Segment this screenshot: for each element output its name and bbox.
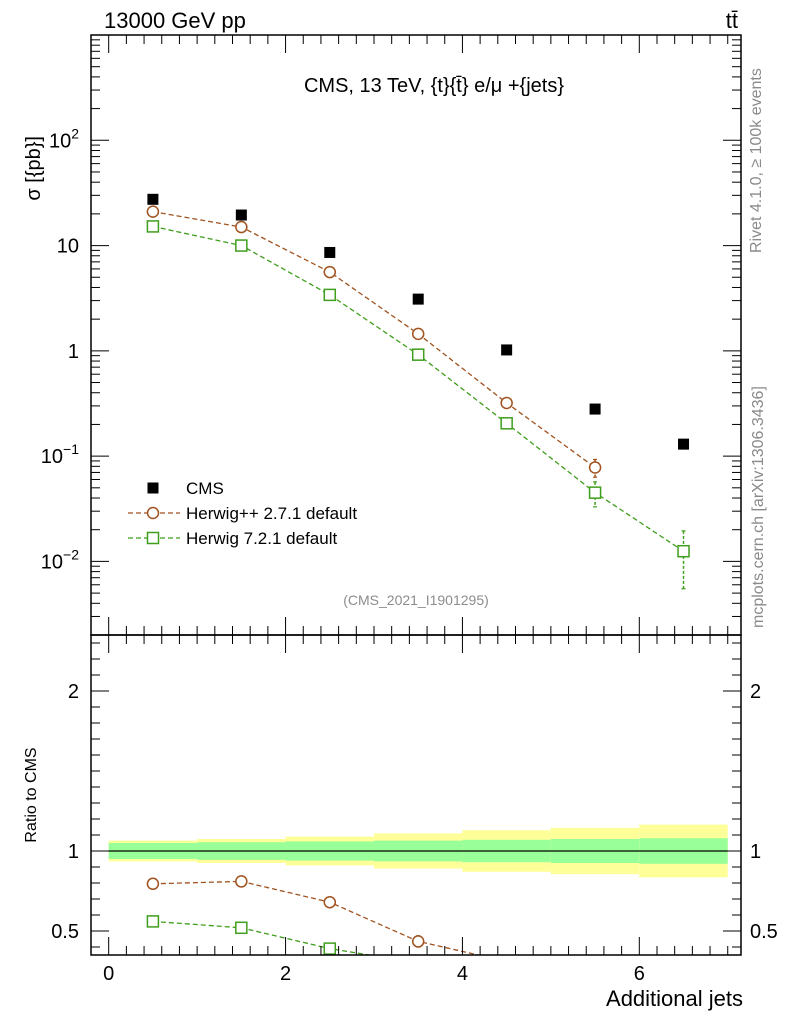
data-point [501,344,513,356]
ratio-y-tick-label-left: 2 [68,681,79,703]
rivet-version-label: Rivet 4.1.0, ≥ 100k events [748,68,765,253]
x-tick-label: 2 [280,963,291,985]
y-tick-label: 10−1 [41,441,79,468]
ratio-point [323,895,337,909]
main-series-layer [146,193,690,590]
ratio-y-tick-label-right: 1 [750,841,761,863]
ratio-series-layer [146,875,512,969]
data-point [411,348,425,361]
plot-title: CMS, 13 TeV, {t}{t̄} e/μ +{jets} [304,75,564,97]
energy-label: 13000 GeV pp [104,8,246,33]
data-point [589,403,601,415]
ratio-y-tick-label-left: 1 [68,841,79,863]
ratio-point [146,877,160,891]
main-panel: 102 10 1 10−1 10−2 CMS, 13 TeV, {t}{t̄} e/μ … [23,34,742,636]
uncertainty-bands [108,824,728,878]
ratio-point [323,942,337,955]
series-line [152,225,684,552]
legend: CMS Herwig++ 2.7.1 default Herwig 7.2.1 de… [128,479,357,548]
data-point [677,544,690,558]
ratio-point [235,875,248,888]
data-point [324,246,336,258]
legend-marker [147,482,159,494]
data-point [412,293,424,305]
ratio-tick-labels: 0.5 0.5 1 1 2 2 0 2 4 6 [51,681,778,985]
ratio-axis-ticks [91,635,741,955]
ratio-point [413,958,424,969]
legend-marker [146,531,160,545]
legend-label: Herwig 7.2.1 default [186,529,337,548]
data-point [323,288,337,302]
x-tick-label: 4 [457,963,468,985]
x-tick-label: 6 [634,963,645,985]
mcplots-label: mcplots.cern.ch [arXiv:1306.3436] [750,386,767,628]
main-axis-ticks [91,34,741,636]
data-point [500,396,513,410]
main-y-tick-labels: 102 10 1 10−1 10−2 [41,125,79,573]
data-point [235,220,248,234]
data-point [235,239,248,252]
ratio-y-axis-label: Ratio to CMS [23,747,40,842]
legend-label: CMS [186,479,224,498]
ratio-y-tick-label-right: 2 [750,681,761,703]
ratio-point [411,935,425,948]
y-tick-label: 102 [49,125,79,152]
data-point [146,220,160,233]
legend-label: Herwig++ 2.7.1 default [186,504,357,523]
series-line [152,211,596,469]
ratio-line [152,920,374,955]
analysis-watermark: (CMS_2021_I1901295) [343,592,489,608]
ratio-y-tick-label-left: 0.5 [51,921,79,943]
data-point [411,327,425,341]
ratio-frame [90,634,742,956]
process-label: tt̄ [726,8,738,33]
main-y-axis-label: σ [{pb}] [23,136,45,201]
ratio-point [501,956,512,967]
data-point [146,205,160,218]
x-tick-label: 0 [103,963,114,985]
data-point [323,265,337,279]
data-point [500,417,513,430]
ratio-point [235,921,248,935]
data-point [147,193,159,205]
legend-marker [146,506,160,520]
y-tick-label: 10 [57,236,79,258]
data-point [678,438,690,450]
ratio-point [146,915,160,928]
data-point [235,209,247,221]
data-point [588,461,602,474]
data-point [588,486,602,499]
y-tick-label: 10−2 [41,546,79,573]
x-axis-label: Additional jets [606,986,743,1011]
y-tick-label: 1 [68,341,79,363]
ratio-y-tick-label-right: 0.5 [750,921,778,943]
ratio-panel: 0.5 0.5 1 1 2 2 0 2 4 6 Ratio to CMS Additional j… [23,634,778,1011]
